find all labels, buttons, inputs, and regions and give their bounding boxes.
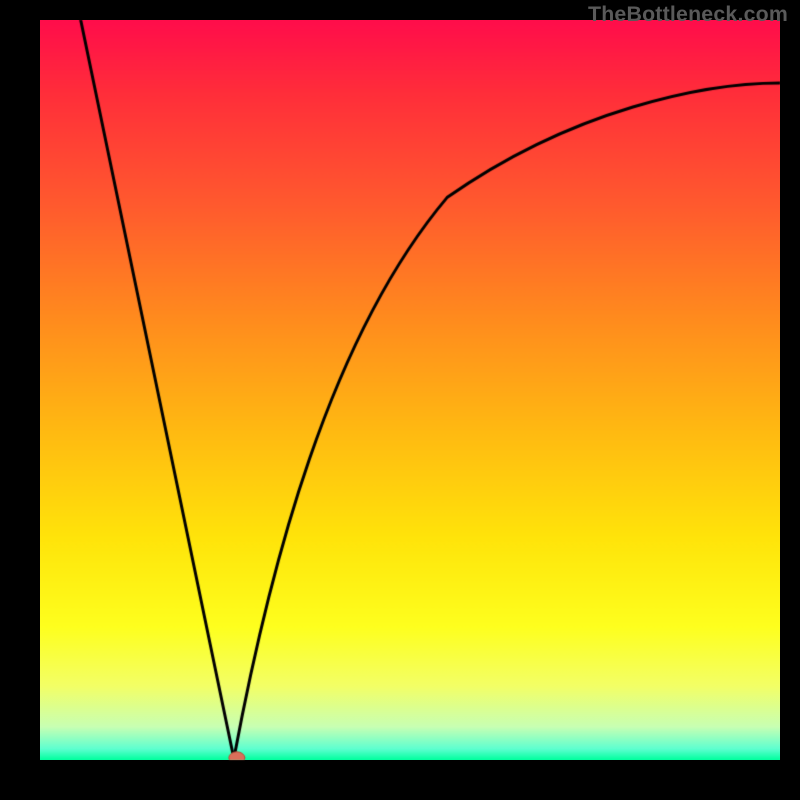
watermark-text: TheBottleneck.com xyxy=(588,2,788,27)
chart-curve-layer xyxy=(0,0,800,800)
chart-container: TheBottleneck.com xyxy=(0,0,800,800)
